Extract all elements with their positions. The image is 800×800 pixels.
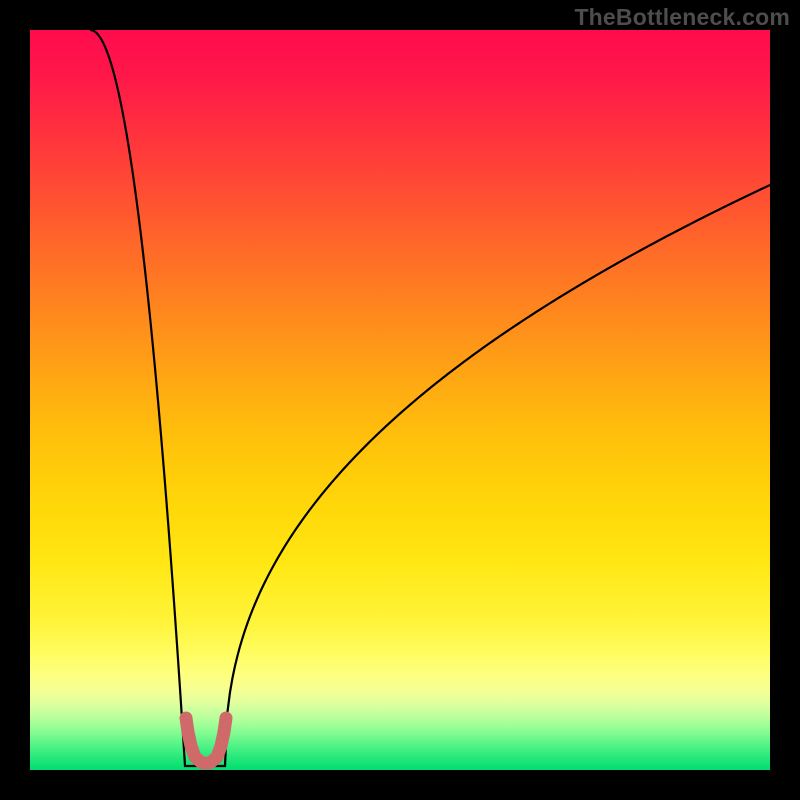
bottleneck-curve-chart [0,0,800,800]
gradient-background [30,30,770,770]
watermark-text: TheBottleneck.com [574,4,790,31]
frame-right [770,0,800,800]
frame-bottom [0,770,800,800]
frame-left [0,0,30,800]
